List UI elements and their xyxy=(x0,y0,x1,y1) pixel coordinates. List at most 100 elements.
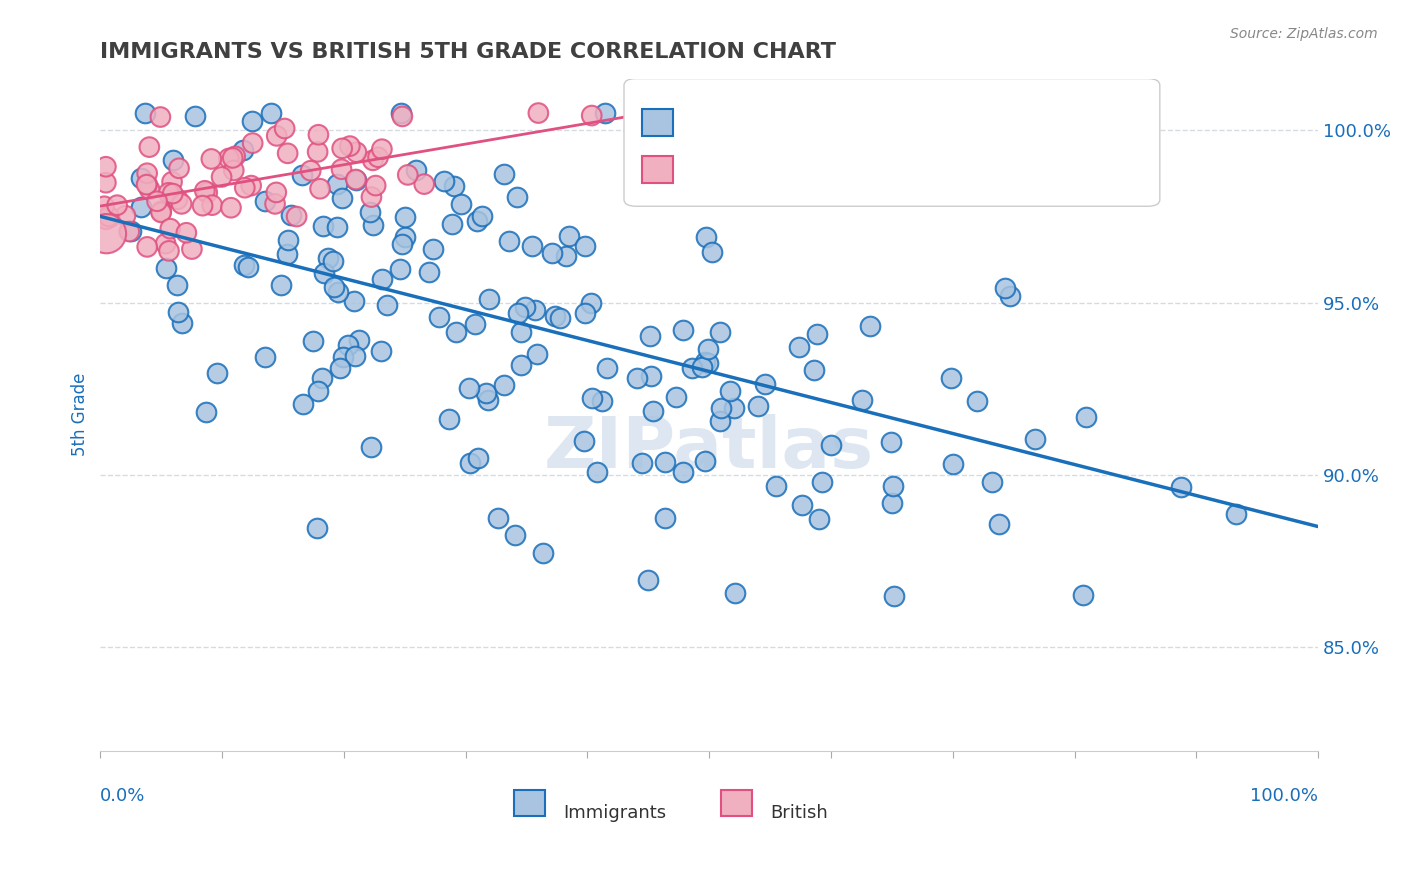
Point xyxy=(942,458,965,472)
Point xyxy=(238,260,260,274)
Point xyxy=(364,178,387,193)
Point xyxy=(135,178,157,192)
Text: N =: N = xyxy=(904,166,945,184)
Point xyxy=(509,325,531,339)
Point xyxy=(157,244,180,258)
Point xyxy=(807,512,830,526)
Point xyxy=(240,114,263,128)
Point xyxy=(510,358,533,372)
Point xyxy=(477,392,499,407)
Text: 0.525: 0.525 xyxy=(745,166,803,184)
Point xyxy=(138,182,160,196)
Point xyxy=(360,190,382,204)
Point xyxy=(523,302,546,317)
Point xyxy=(581,109,603,123)
Point xyxy=(790,498,813,512)
Point xyxy=(273,121,295,136)
Point xyxy=(323,280,346,294)
Point xyxy=(880,435,903,450)
Point xyxy=(305,521,328,535)
Point xyxy=(389,106,412,120)
Point xyxy=(280,207,302,221)
Point xyxy=(394,230,416,244)
Point xyxy=(149,110,172,124)
Point xyxy=(336,337,359,351)
Point xyxy=(692,359,714,374)
Point xyxy=(718,384,741,398)
Point xyxy=(195,186,218,200)
Point xyxy=(994,281,1017,295)
Point xyxy=(882,479,904,493)
Point xyxy=(94,212,117,227)
Point xyxy=(330,191,353,205)
Point xyxy=(505,528,527,542)
Point xyxy=(533,546,555,560)
Point xyxy=(136,166,159,180)
Point xyxy=(998,288,1021,302)
Point xyxy=(363,219,385,233)
Point xyxy=(464,318,486,332)
Point xyxy=(371,272,394,286)
Point xyxy=(343,349,366,363)
Point xyxy=(138,140,160,154)
Point xyxy=(200,152,222,166)
Point xyxy=(114,209,136,223)
Point xyxy=(548,311,571,326)
Point xyxy=(218,152,240,166)
Point xyxy=(346,145,368,160)
Point xyxy=(260,106,283,120)
Point xyxy=(311,371,333,385)
Point xyxy=(904,169,927,183)
Point xyxy=(205,367,228,381)
Point xyxy=(105,198,128,212)
Point xyxy=(709,414,731,428)
Point xyxy=(787,340,810,354)
Point xyxy=(166,278,188,293)
Point xyxy=(654,510,676,524)
Point xyxy=(513,300,536,314)
Point xyxy=(299,163,322,178)
Point xyxy=(183,109,205,123)
Point xyxy=(754,377,776,392)
Point xyxy=(332,350,354,364)
Point xyxy=(325,177,347,191)
Point xyxy=(322,254,344,268)
Point xyxy=(359,205,381,219)
Point xyxy=(326,285,349,299)
Point xyxy=(167,161,190,176)
Point xyxy=(277,146,299,161)
Point xyxy=(211,169,233,184)
Point xyxy=(437,412,460,426)
Point xyxy=(572,434,595,449)
Point xyxy=(94,176,117,190)
Point xyxy=(806,326,828,341)
FancyBboxPatch shape xyxy=(643,156,672,183)
Point xyxy=(498,234,520,248)
Point xyxy=(988,516,1011,531)
Point xyxy=(170,316,193,330)
Point xyxy=(440,217,463,231)
Text: 158: 158 xyxy=(990,112,1026,130)
Point xyxy=(710,401,733,415)
Point xyxy=(631,456,654,470)
Point xyxy=(136,240,159,254)
Point xyxy=(593,106,616,120)
Point xyxy=(1076,409,1098,424)
Point xyxy=(360,440,382,454)
Point xyxy=(541,246,564,260)
Point xyxy=(307,384,329,399)
Point xyxy=(134,106,156,120)
Point xyxy=(880,496,903,510)
Text: IMMIGRANTS VS BRITISH 5TH GRADE CORRELATION CHART: IMMIGRANTS VS BRITISH 5TH GRADE CORRELAT… xyxy=(100,42,837,62)
Text: R =: R = xyxy=(661,166,700,184)
Point xyxy=(344,173,367,187)
Text: 100.0%: 100.0% xyxy=(1250,788,1319,805)
Point xyxy=(367,150,389,164)
Point xyxy=(312,266,335,280)
Point xyxy=(695,230,717,244)
Point xyxy=(309,182,332,196)
Point xyxy=(194,184,217,198)
Point xyxy=(195,405,218,419)
Point xyxy=(543,309,565,323)
Point xyxy=(97,210,120,224)
